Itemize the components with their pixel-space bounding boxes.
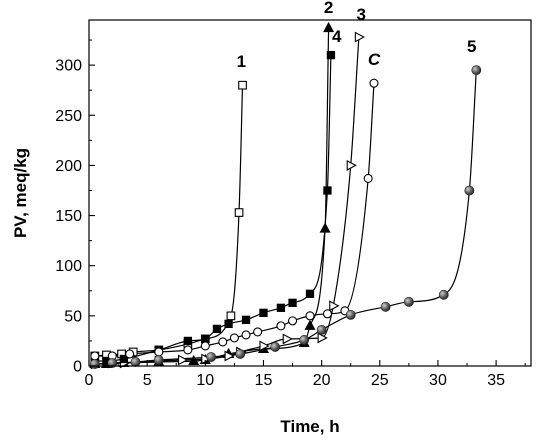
data-point bbox=[201, 353, 212, 365]
data-point bbox=[90, 351, 100, 361]
data-point bbox=[326, 50, 336, 60]
data-point bbox=[317, 332, 328, 344]
data-point bbox=[282, 333, 293, 345]
y-tick-label: 150 bbox=[55, 208, 82, 225]
data-point bbox=[119, 354, 129, 364]
data-point bbox=[89, 359, 100, 369]
data-point bbox=[235, 349, 246, 359]
data-point bbox=[241, 330, 251, 340]
data-point bbox=[363, 173, 373, 184]
curve-label: C bbox=[368, 50, 381, 69]
data-point bbox=[304, 319, 316, 330]
data-point bbox=[206, 352, 217, 362]
x-tick-label: 5 bbox=[143, 372, 152, 389]
data-point bbox=[107, 358, 118, 368]
data-point bbox=[346, 160, 357, 171]
y-tick-label: 0 bbox=[73, 359, 82, 376]
data-point bbox=[154, 347, 164, 357]
data-point bbox=[345, 309, 356, 320]
data-point bbox=[299, 335, 310, 345]
data-point bbox=[329, 300, 340, 312]
curve-label: 5 bbox=[467, 37, 476, 56]
data-point bbox=[125, 349, 135, 359]
axes-layer bbox=[88, 19, 532, 367]
x-tick-label: 25 bbox=[371, 372, 389, 389]
data-point bbox=[224, 319, 233, 329]
data-point bbox=[130, 357, 141, 367]
y-tick-label: 300 bbox=[55, 58, 82, 75]
data-point bbox=[153, 355, 164, 365]
data-point bbox=[188, 354, 200, 366]
data-point bbox=[276, 303, 286, 312]
curve-label: 2 bbox=[324, 0, 333, 17]
data-point bbox=[305, 289, 315, 298]
curve-label: 4 bbox=[332, 27, 342, 46]
data-point bbox=[270, 342, 281, 352]
data-point bbox=[229, 333, 239, 343]
x-tick-label: 20 bbox=[313, 372, 331, 389]
series-2-line bbox=[94, 27, 330, 365]
data-point bbox=[464, 185, 475, 196]
data-point bbox=[288, 298, 297, 307]
data-point bbox=[234, 208, 244, 217]
data-point bbox=[369, 78, 379, 88]
data-point bbox=[259, 340, 270, 352]
y-tick-label: 200 bbox=[55, 158, 82, 175]
curves-layer bbox=[94, 27, 477, 365]
series-5-line bbox=[94, 70, 477, 365]
data-point bbox=[253, 327, 263, 337]
y-tick-label: 100 bbox=[55, 258, 82, 275]
y-axis-title: PV, meq/kg bbox=[11, 148, 30, 238]
x-tick-label: 0 bbox=[85, 372, 94, 389]
data-point bbox=[438, 289, 449, 300]
data-point bbox=[323, 21, 335, 33]
plot-frame bbox=[88, 19, 532, 367]
data-point bbox=[354, 31, 366, 43]
data-point bbox=[183, 336, 193, 346]
data-point bbox=[241, 315, 251, 325]
curve-labels-layer: 1 2 43 C 5 bbox=[237, 0, 477, 71]
data-point bbox=[305, 311, 315, 321]
y-tick-label: 50 bbox=[64, 308, 82, 325]
data-point bbox=[403, 296, 414, 307]
data-point bbox=[288, 316, 298, 326]
curve-label: 1 bbox=[237, 52, 246, 71]
data-point bbox=[226, 311, 236, 321]
x-tick-label: 30 bbox=[429, 372, 447, 389]
data-point bbox=[259, 308, 268, 317]
data-point bbox=[183, 345, 193, 355]
series-1-line bbox=[94, 85, 244, 357]
data-point bbox=[319, 222, 331, 233]
data-point bbox=[238, 80, 247, 90]
data-point bbox=[218, 337, 228, 347]
markers-layer bbox=[89, 21, 482, 370]
data-point bbox=[323, 186, 332, 195]
x-tick-label: 10 bbox=[196, 372, 214, 389]
data-point bbox=[200, 341, 210, 351]
x-tick-label: 35 bbox=[487, 372, 505, 389]
data-point bbox=[178, 354, 189, 366]
data-point bbox=[316, 324, 327, 335]
data-point bbox=[212, 324, 222, 334]
series-4-line bbox=[94, 55, 332, 362]
data-point bbox=[322, 309, 332, 319]
data-point bbox=[471, 65, 482, 76]
x-axis-title: Time, h bbox=[280, 417, 339, 436]
data-point bbox=[276, 321, 286, 331]
curve-label: 3 bbox=[356, 5, 365, 24]
data-point bbox=[380, 301, 391, 312]
x-tick-label: 15 bbox=[255, 372, 273, 389]
data-point bbox=[224, 350, 235, 362]
y-tick-label: 250 bbox=[55, 108, 82, 125]
